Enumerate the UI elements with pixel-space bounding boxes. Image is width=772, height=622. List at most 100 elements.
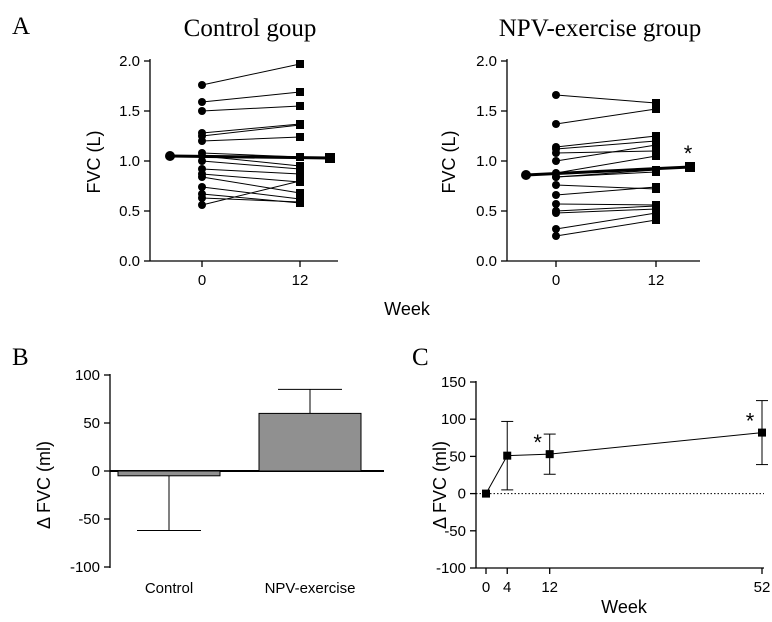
a1-pair-line bbox=[201, 124, 301, 137]
panel-a1-y-label: FVC (L) bbox=[84, 131, 104, 194]
a2-x-tick-label: 12 bbox=[648, 272, 665, 289]
panel-a2-y-label: FVC (L) bbox=[439, 131, 459, 194]
a1-week12-point bbox=[296, 170, 304, 178]
a2-baseline-point bbox=[552, 209, 560, 217]
a1-week12-point bbox=[296, 177, 304, 185]
a2-week12-point bbox=[652, 168, 660, 176]
c-y-tick-label: 100 bbox=[441, 411, 466, 428]
c-series-line bbox=[485, 432, 763, 494]
a2-week12-point bbox=[652, 209, 660, 217]
a2-pair-line bbox=[555, 205, 657, 212]
a2-pair-line bbox=[555, 155, 657, 174]
a1-week12-point bbox=[296, 121, 304, 129]
a2-pair-line bbox=[555, 150, 657, 154]
panel-a-control: Control goup FVC (L) 0.0 0.5 1.0 1.5 2.0 0 12 bbox=[84, 15, 338, 289]
a2-week12-point bbox=[652, 141, 660, 149]
a2-mean-week12 bbox=[685, 162, 695, 172]
a1-mean-line bbox=[169, 154, 331, 160]
a1-y-tick-label: 2.0 bbox=[119, 53, 140, 70]
a2-pair-line bbox=[555, 171, 657, 178]
a1-mean-baseline bbox=[165, 151, 175, 161]
panel-a-shared-x-label: Week bbox=[384, 299, 431, 319]
a2-pair-line bbox=[555, 140, 657, 150]
b-bar bbox=[258, 412, 362, 472]
panel-c-marks: ** bbox=[476, 400, 768, 498]
b-y-tick-label: -100 bbox=[70, 559, 100, 576]
panel-b-y-label: Δ FVC (ml) bbox=[34, 441, 54, 529]
a1-week12-point bbox=[296, 133, 304, 141]
c-y-tick-label: 0 bbox=[458, 486, 466, 503]
c-data-point bbox=[503, 451, 512, 460]
a2-week12-point bbox=[652, 152, 660, 160]
panel-a1-axes: 0.0 0.5 1.0 1.5 2.0 0 12 bbox=[119, 53, 338, 289]
a2-x-tick-label: 0 bbox=[552, 272, 560, 289]
c-data-point bbox=[482, 489, 490, 498]
a1-week12-point bbox=[296, 88, 304, 96]
a1-baseline-point bbox=[198, 173, 206, 181]
a1-y-tick-label: 0.5 bbox=[119, 203, 140, 220]
a2-baseline-point bbox=[552, 120, 560, 128]
a2-baseline-point bbox=[552, 181, 560, 189]
a1-pair-line bbox=[201, 173, 301, 183]
a1-y-tick-label: 1.5 bbox=[119, 103, 140, 120]
a2-week12-point bbox=[652, 183, 660, 191]
panel-a2-marks: * bbox=[521, 91, 695, 240]
b-y-tick-label: -50 bbox=[78, 511, 100, 528]
a2-baseline-point bbox=[552, 200, 560, 208]
panel-letter-c: C bbox=[412, 344, 429, 371]
a2-baseline-point bbox=[552, 225, 560, 233]
panel-b-axes: 100 50 0 -50 -100 Control NPV-exercise bbox=[70, 367, 384, 597]
panel-a1-marks bbox=[165, 60, 335, 209]
a1-baseline-point bbox=[198, 194, 206, 202]
a2-y-tick-label: 0.5 bbox=[476, 203, 497, 220]
b-y-tick-label: 50 bbox=[83, 415, 100, 432]
a1-pair-line bbox=[201, 176, 301, 194]
a2-y-tick-label: 1.5 bbox=[476, 103, 497, 120]
panel-a-npv: NPV-exercise group FVC (L) 0.0 0.5 1.0 1.5 2… bbox=[439, 15, 701, 289]
c-x-tick-label: 0 bbox=[482, 579, 490, 596]
a1-pair-line bbox=[201, 63, 301, 86]
a1-week12-point bbox=[296, 165, 304, 173]
a2-pair-line bbox=[555, 186, 657, 196]
c-significance-marker: * bbox=[746, 409, 755, 434]
b-x-tick-label: Control bbox=[145, 580, 193, 597]
a1-week12-point bbox=[296, 189, 304, 197]
a1-baseline-point bbox=[198, 81, 206, 89]
a2-week12-point bbox=[652, 216, 660, 224]
a2-week12-point bbox=[652, 105, 660, 113]
a1-baseline-point bbox=[198, 137, 206, 145]
b-y-tick-label: 100 bbox=[75, 367, 100, 384]
a2-y-tick-label: 2.0 bbox=[476, 53, 497, 70]
panel-letter-b: B bbox=[12, 344, 29, 371]
a1-pair-line bbox=[201, 197, 301, 203]
a1-week12-point bbox=[296, 60, 304, 68]
a2-mean-baseline bbox=[521, 170, 531, 180]
a1-x-tick-label: 0 bbox=[198, 272, 206, 289]
a1-week12-point bbox=[296, 102, 304, 110]
b-x-tick-label: NPV-exercise bbox=[265, 580, 356, 597]
a1-pair-line bbox=[201, 168, 301, 175]
a1-y-tick-label: 1.0 bbox=[119, 153, 140, 170]
panel-letter-a: A bbox=[12, 13, 30, 40]
c-data-point bbox=[545, 450, 554, 459]
c-y-tick-label: 50 bbox=[449, 448, 466, 465]
b-y-tick-label: 0 bbox=[92, 463, 100, 480]
panel-a1-title: Control goup bbox=[184, 15, 317, 42]
a2-baseline-point bbox=[552, 91, 560, 99]
a1-y-tick-label: 0.0 bbox=[119, 253, 140, 270]
a1-pair-line bbox=[201, 136, 301, 142]
c-y-tick-label: -50 bbox=[444, 523, 466, 540]
a2-pair-line bbox=[555, 203, 657, 206]
a1-baseline-point bbox=[198, 201, 206, 209]
a2-pair-line bbox=[555, 219, 657, 237]
a1-week12-point bbox=[296, 198, 304, 206]
a2-significance-marker: * bbox=[684, 141, 693, 166]
panel-b: Δ FVC (ml) 100 50 0 -50 -100 Control NPV-exerc… bbox=[34, 367, 384, 597]
a1-baseline-point bbox=[198, 157, 206, 165]
a2-baseline-point bbox=[552, 149, 560, 157]
a2-pair-line bbox=[555, 94, 657, 104]
panel-b-marks bbox=[117, 388, 362, 532]
a1-baseline-point bbox=[198, 107, 206, 115]
a2-pair-line bbox=[555, 135, 657, 148]
